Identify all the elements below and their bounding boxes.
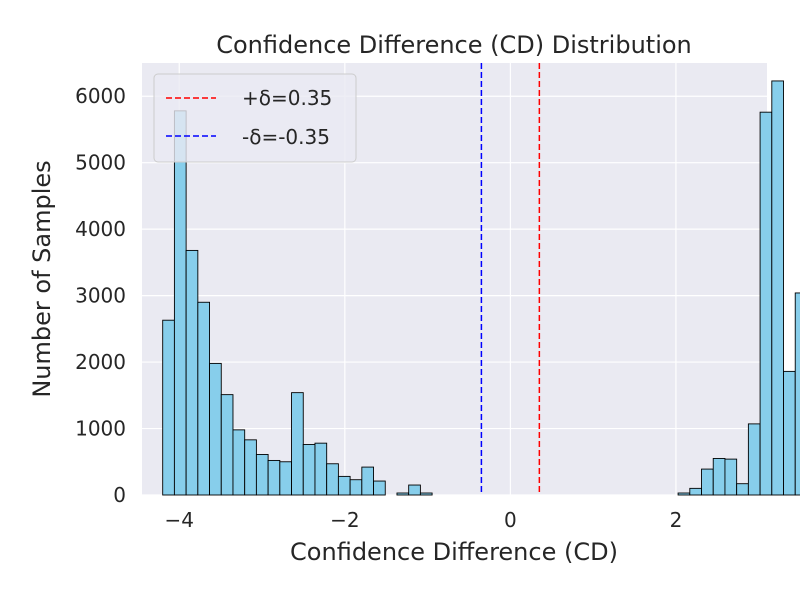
histogram-bar <box>232 429 246 496</box>
histogram-bar <box>267 459 281 496</box>
histogram-bar <box>419 492 433 496</box>
histogram-bar <box>349 479 363 496</box>
histogram-bar <box>759 111 773 496</box>
histogram-bar <box>255 454 269 496</box>
histogram-bar <box>396 492 410 496</box>
histogram-bar <box>337 475 351 496</box>
histogram-bar <box>326 463 339 496</box>
y-tick-label: 1000 <box>75 417 126 441</box>
histogram-bar <box>185 249 199 496</box>
y-tick-label: 6000 <box>75 84 126 108</box>
legend-label-plus-delta: +δ=0.35 <box>242 86 332 110</box>
histogram-bar <box>771 80 784 496</box>
legend-box <box>153 73 357 163</box>
x-axis-ticks: −4 −2 0 2 <box>165 508 683 532</box>
y-tick-label: 0 <box>113 483 126 507</box>
histogram-bar <box>244 439 257 496</box>
histogram-bar <box>209 362 222 496</box>
histogram-bar <box>677 492 691 496</box>
histogram-bar <box>689 487 702 496</box>
histogram-bar <box>373 480 386 496</box>
histogram-bar <box>279 461 292 496</box>
histogram-bar <box>736 483 749 496</box>
histogram-bar <box>701 468 714 496</box>
reference-lines <box>480 63 541 495</box>
histogram-bar <box>197 301 210 496</box>
histogram-bar <box>712 457 726 496</box>
histogram-bar <box>747 423 761 496</box>
x-tick-label: 0 <box>504 508 517 532</box>
histogram-bar <box>724 458 738 496</box>
histogram-bar <box>314 442 328 496</box>
x-tick-label: −2 <box>330 508 359 532</box>
histogram-bars <box>162 80 800 496</box>
histogram-bar <box>408 484 421 496</box>
histogram-bar <box>162 319 175 496</box>
y-tick-label: 4000 <box>75 217 126 241</box>
x-axis-label: Confidence Difference (CD) <box>290 538 618 566</box>
y-tick-label: 3000 <box>75 284 126 308</box>
histogram-bar <box>291 392 304 496</box>
y-tick-label: 2000 <box>75 350 126 374</box>
histogram-bar <box>361 466 374 496</box>
chart-title: Confidence Difference (CD) Distribution <box>216 31 692 59</box>
histogram-bar <box>302 444 316 496</box>
histogram-bar <box>220 394 234 496</box>
legend-label-minus-delta: -δ=-0.35 <box>242 125 330 149</box>
x-tick-label: −4 <box>165 508 194 532</box>
y-axis-label: Number of Samples <box>28 160 56 397</box>
histogram-bar <box>783 370 796 496</box>
histogram-bar <box>794 292 800 496</box>
y-axis-ticks: 0 1000 2000 3000 4000 5000 6000 <box>75 84 126 507</box>
histogram-bar <box>173 110 187 496</box>
legend: +δ=0.35 -δ=-0.35 <box>153 73 357 163</box>
x-tick-label: 2 <box>670 508 683 532</box>
y-tick-label: 5000 <box>75 151 126 175</box>
